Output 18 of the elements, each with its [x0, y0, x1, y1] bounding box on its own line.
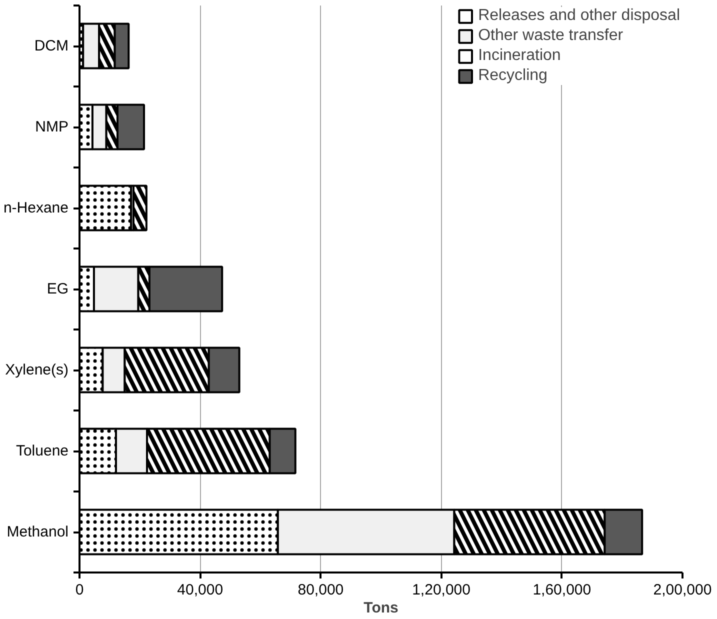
x-tick-label: 0	[75, 582, 84, 598]
x-tick-label: 80,000	[298, 582, 344, 598]
legend-label: Other waste transfer	[478, 27, 624, 45]
y-tick-label: NMP	[35, 118, 69, 136]
x-tick-label: 2,00,000	[653, 582, 712, 598]
x-tick-label: 40,000	[177, 582, 224, 598]
y-tick-label: EG	[46, 280, 69, 298]
y-tick-label: Xylene(s)	[5, 362, 69, 378]
y-tick-label: Toluene	[16, 442, 69, 460]
y-tick-label: Methanol	[6, 524, 69, 540]
x-axis-title: Tons	[364, 600, 398, 616]
y-tick-label: DCM	[34, 38, 69, 54]
legend-label: Releases and other disposal	[478, 7, 680, 25]
x-tick-label: 1,60,000	[532, 582, 592, 598]
y-tick-label: n-Hexane	[3, 200, 69, 216]
x-tick-label: 1,20,000	[412, 582, 470, 598]
legend-label: Incineration	[478, 47, 561, 65]
legend-label: Recycling	[478, 67, 548, 85]
